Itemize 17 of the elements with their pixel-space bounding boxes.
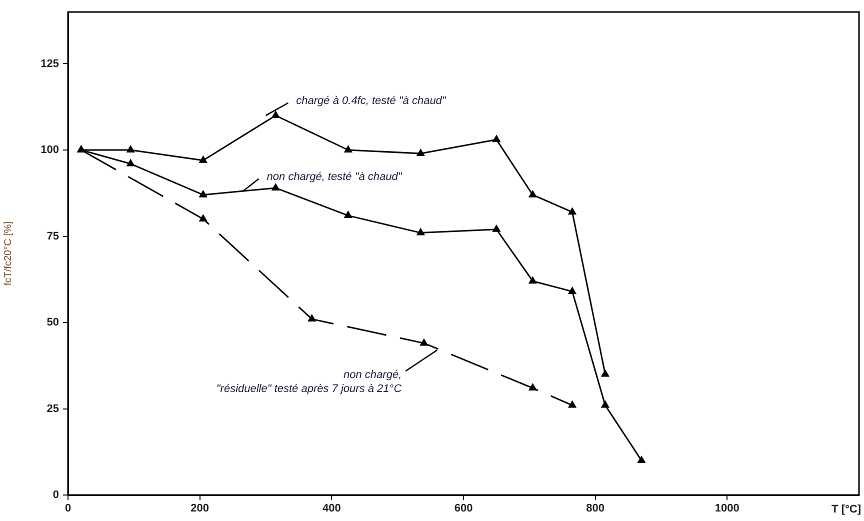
x-tick-label: 800: [586, 502, 605, 515]
y-tick-label: 0: [52, 489, 59, 502]
y-tick-label: 25: [46, 402, 59, 415]
x-tick-label: 1000: [714, 502, 740, 515]
x-tick-label: 400: [322, 502, 341, 515]
annotation: chargé à 0.4fc, testé "à chaud": [296, 94, 447, 107]
x-tick-label: 0: [64, 502, 72, 515]
y-tick-label: 75: [46, 230, 59, 242]
y-axis-title: fcT/fc20°C [%]: [2, 221, 14, 286]
x-tick-label: 200: [190, 502, 210, 515]
x-tick-label: 600: [454, 502, 473, 515]
annotation: non chargé, testé "à chaud": [266, 170, 403, 183]
x-axis-title: T [°C]: [832, 504, 862, 516]
y-tick-label: 50: [46, 316, 59, 329]
annotation: non chargé, "résiduelle" testé après 7 jours à 21°C: [216, 369, 402, 396]
y-tick-label: 125: [40, 58, 59, 70]
y-tick-label: 100: [40, 144, 59, 156]
